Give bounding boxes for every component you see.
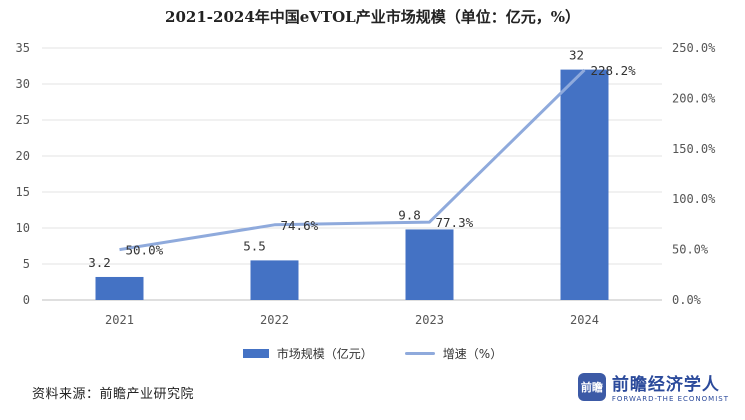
y-right-tick-label: 150.0% bbox=[672, 142, 716, 156]
legend-bar-label: 市场规模（亿元） bbox=[276, 347, 373, 361]
bar-data-label: 3.2 bbox=[88, 255, 111, 270]
bar-data-label: 9.8 bbox=[398, 207, 421, 222]
bar bbox=[405, 229, 454, 300]
y-left-tick-label: 35 bbox=[16, 41, 30, 55]
x-tick-label: 2021 bbox=[105, 313, 134, 327]
y-left-tick-label: 10 bbox=[16, 221, 30, 235]
chart-svg: 0 5 10 15 20 25 30 35 0.0% 50.0% 100.0% 150.0% 200.0… bbox=[16, 41, 717, 327]
bar bbox=[250, 260, 299, 300]
y-right-tick-label: 250.0% bbox=[672, 41, 716, 55]
y-left-tick-label: 20 bbox=[16, 149, 30, 163]
y-right-tick-label: 0.0% bbox=[672, 293, 702, 307]
line-data-label: 74.6% bbox=[281, 218, 319, 233]
legend: 市场规模（亿元） 增速（%） bbox=[0, 345, 745, 362]
y-left-tick-label: 30 bbox=[16, 77, 30, 91]
x-tick-label: 2024 bbox=[570, 313, 599, 327]
legend-item-bar: 市场规模（亿元） bbox=[242, 345, 373, 362]
y-right-tick-label: 200.0% bbox=[672, 91, 716, 105]
bar-data-label: 32 bbox=[569, 48, 584, 63]
growth-line bbox=[119, 68, 586, 252]
line-data-label: 228.2% bbox=[591, 63, 637, 78]
brand-name: 前瞻经济学人 bbox=[611, 375, 720, 395]
y-left-tick-label: 25 bbox=[16, 113, 30, 127]
chart-title: 2021-2024年中国eVTOL产业市场规模（单位：亿元，%） bbox=[165, 8, 580, 26]
y-right-tick-label: 100.0% bbox=[672, 192, 716, 206]
line-data-label: 77.3% bbox=[436, 215, 474, 230]
legend-bar-swatch bbox=[242, 349, 269, 358]
x-tick-label: 2022 bbox=[260, 313, 289, 327]
line-data-label: 50.0% bbox=[126, 243, 164, 258]
legend-item-line: 增速（%） bbox=[404, 345, 503, 362]
x-tick-label: 2023 bbox=[415, 313, 444, 327]
bar-data-label: 5.5 bbox=[243, 238, 266, 253]
bar bbox=[560, 69, 609, 300]
y-right-tick-label: 50.0% bbox=[672, 243, 709, 257]
source-note: 资料来源：前瞻产业研究院 bbox=[32, 387, 195, 402]
y-left-tick-label: 5 bbox=[23, 257, 30, 271]
brand-logo-icon: 前瞻 bbox=[577, 372, 606, 401]
brand-tagline: FORWARD-THE ECONOMIST bbox=[611, 395, 729, 403]
legend-line-swatch bbox=[404, 352, 435, 355]
y-left-tick-label: 15 bbox=[16, 185, 30, 199]
legend-line-label: 增速（%） bbox=[442, 347, 503, 361]
bar bbox=[95, 276, 144, 300]
y-left-tick-label: 0 bbox=[23, 293, 30, 307]
brand: 前瞻 前瞻经济学人 FORWARD-THE ECONOMIST bbox=[577, 370, 729, 403]
